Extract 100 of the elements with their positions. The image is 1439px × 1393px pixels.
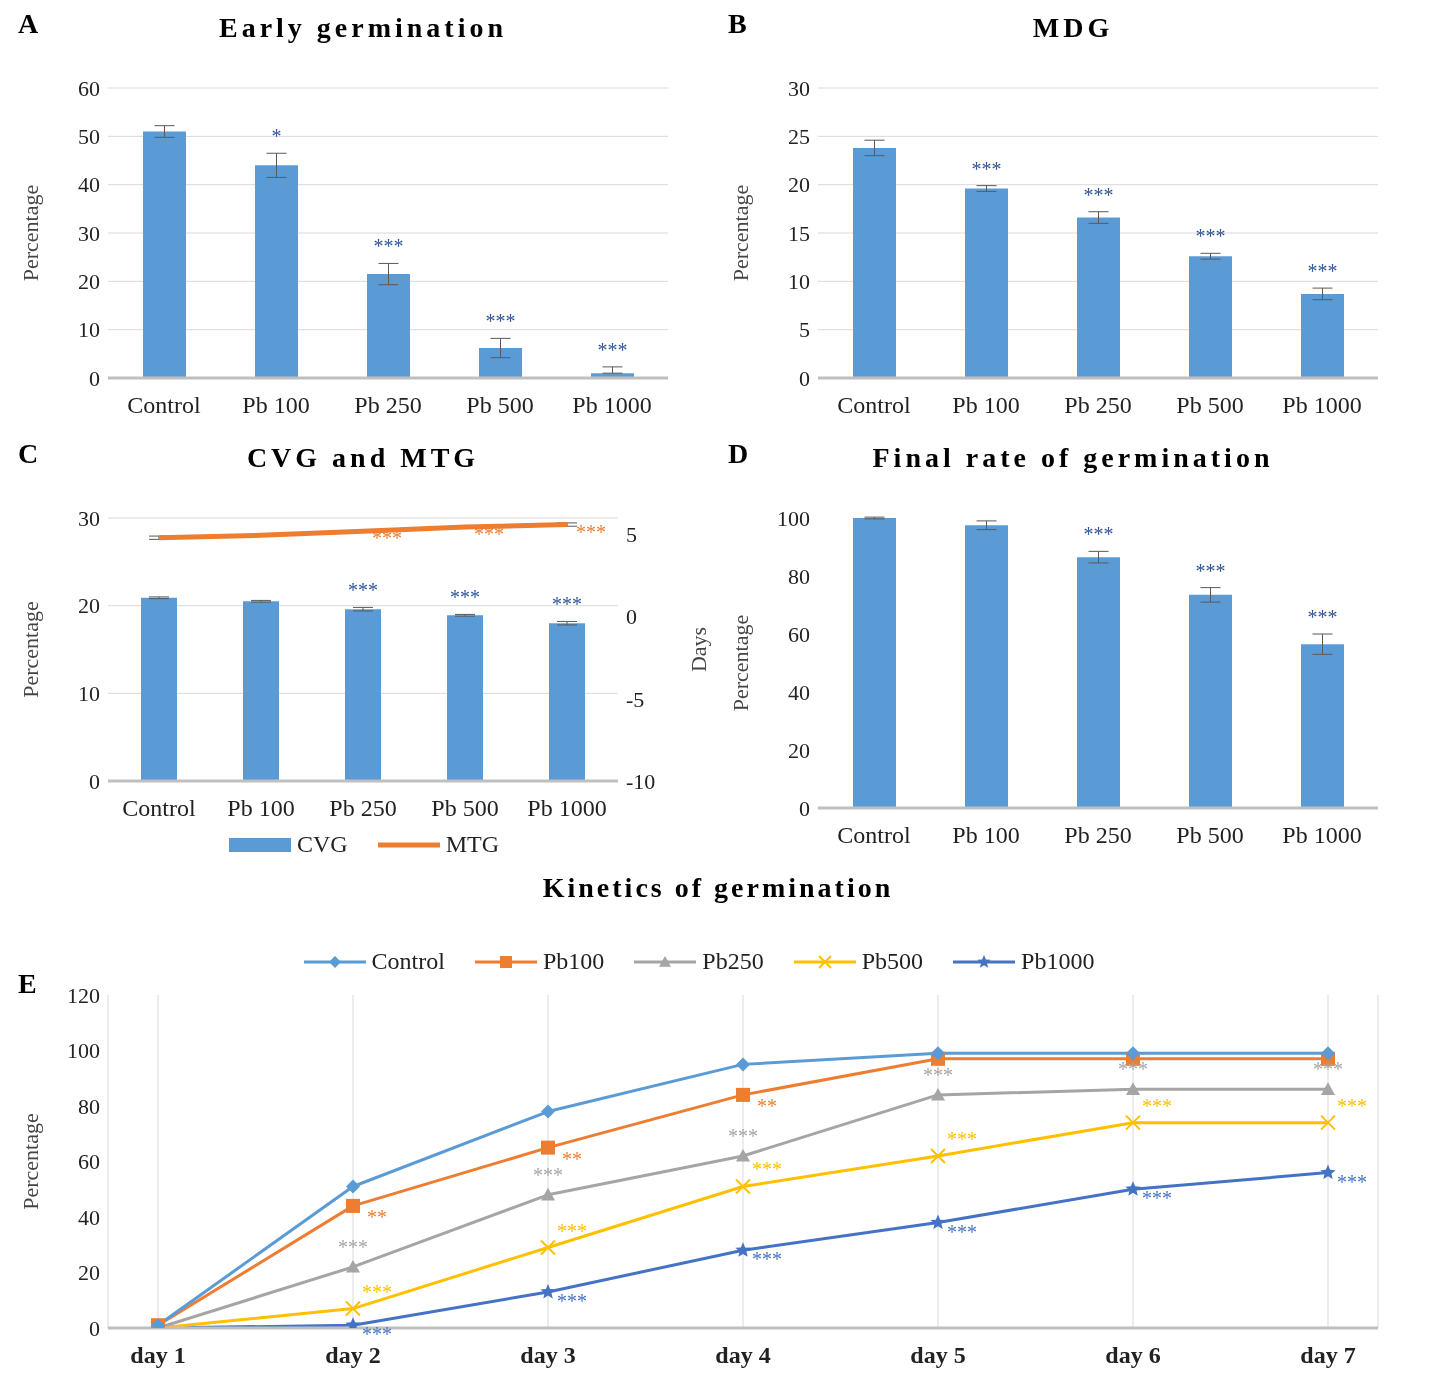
y-tick-label: 30 (788, 75, 810, 101)
point (736, 1087, 750, 1102)
x-tick-label: Pb 1000 (1282, 822, 1362, 849)
point (735, 1178, 751, 1195)
y2-tick-label: 5 (626, 522, 637, 548)
text: E (18, 968, 37, 1000)
data-label: ** (562, 1147, 582, 1170)
y-tick-label: 80 (788, 563, 810, 589)
y-tick-label: 15 (788, 220, 810, 246)
data-label: *** (1195, 225, 1226, 248)
x-tick-label: Pb 250 (1064, 392, 1132, 419)
point (346, 1179, 360, 1194)
point (736, 1057, 750, 1072)
point (541, 1140, 555, 1155)
y-tick-label: 120 (67, 982, 100, 1008)
y-tick-label: 60 (78, 1149, 100, 1175)
x-tick-label: day 6 (1105, 1342, 1161, 1369)
y2-axis-title: Days (685, 626, 711, 673)
data-label: *** (1195, 559, 1226, 582)
data-label: *** (552, 593, 582, 616)
legend-label: MTG (445, 831, 499, 858)
data-label: *** (947, 1127, 977, 1150)
data-label: *** (338, 1235, 368, 1258)
y-tick-label: 0 (799, 795, 810, 821)
chart-title: Early germination (218, 12, 508, 43)
data-label: * (271, 125, 282, 148)
y-tick-label: 25 (788, 124, 810, 150)
y2-tick-label: -5 (626, 686, 645, 712)
y2-tick-label: 0 (626, 604, 637, 630)
point (1125, 1114, 1141, 1131)
bar (1189, 256, 1232, 378)
x-tick-label: Pb 500 (1176, 392, 1244, 419)
y-tick-label: 0 (89, 1315, 100, 1341)
x-tick-label: Control (122, 795, 196, 822)
data-label: *** (1337, 1094, 1367, 1117)
legend-label: CVG (296, 831, 348, 858)
data-label: *** (348, 579, 378, 602)
x-tick-label: Control (837, 822, 911, 849)
y-axis-title: Percentage (17, 601, 43, 698)
x-tick-label: Pb 100 (952, 392, 1020, 419)
x-tick-label: day 5 (910, 1342, 966, 1369)
bar (255, 165, 298, 378)
y-tick-label: 60 (78, 75, 100, 101)
bar (1189, 594, 1232, 808)
data-label: *** (1307, 606, 1338, 628)
point (346, 1259, 360, 1273)
data-label: *** (947, 1220, 977, 1243)
point (540, 1239, 556, 1256)
bar (965, 525, 1008, 808)
data-label: *** (728, 1124, 758, 1147)
bar (143, 131, 186, 378)
chart-title: Final rate of germination (872, 442, 1274, 473)
y-tick-label: 0 (89, 365, 100, 391)
bar (965, 188, 1008, 378)
y-tick-label: 20 (788, 737, 810, 763)
y-tick-label: 30 (78, 505, 100, 531)
data-label: ** (367, 1205, 387, 1228)
point (541, 1104, 555, 1119)
data-label: *** (1142, 1187, 1172, 1210)
data-label: *** (485, 310, 516, 333)
x-tick-label: Pb 250 (329, 795, 397, 822)
y-tick-label: 20 (78, 593, 100, 619)
y-tick-label: 20 (78, 1260, 100, 1286)
point (1321, 1046, 1335, 1061)
data-label: *** (923, 1063, 953, 1086)
bar (479, 348, 522, 378)
point (736, 1148, 750, 1162)
data-label: *** (752, 1248, 782, 1271)
bar (1077, 217, 1120, 378)
y-tick-label: 10 (78, 317, 100, 343)
data-label: *** (1307, 260, 1338, 283)
data-label: *** (752, 1158, 782, 1181)
bar (1301, 293, 1344, 378)
y-tick-label: 20 (788, 172, 810, 198)
legend-label: Pb500 (861, 948, 924, 975)
point (1126, 1046, 1140, 1061)
y-axis-title: Percentage (17, 1113, 43, 1210)
x-tick-label: Pb 500 (1176, 822, 1244, 849)
data-label: ** (757, 1094, 777, 1117)
y-axis-title: Percentage (727, 184, 753, 282)
point (735, 1242, 751, 1257)
bar (367, 274, 410, 378)
y-axis-title: Percentage (17, 184, 43, 282)
y-tick-label: 0 (89, 768, 100, 794)
legend-label: Pb1000 (1021, 948, 1095, 975)
y2-tick-label: -10 (626, 768, 656, 794)
y-tick-label: 20 (78, 269, 100, 295)
x-tick-label: Control (837, 392, 911, 419)
point (1320, 1114, 1336, 1131)
point (930, 1214, 946, 1230)
data-label: *** (450, 586, 480, 609)
x-tick-label: Pb 250 (1064, 822, 1132, 849)
text: D (728, 438, 749, 470)
data-label: *** (1083, 183, 1114, 206)
data-label: *** (1083, 523, 1114, 546)
text: C (18, 438, 39, 470)
text: A (18, 8, 39, 40)
x-tick-label: Pb 1000 (1282, 392, 1362, 419)
y-tick-label: 10 (788, 269, 810, 295)
legend-label: Pb100 (542, 948, 605, 975)
